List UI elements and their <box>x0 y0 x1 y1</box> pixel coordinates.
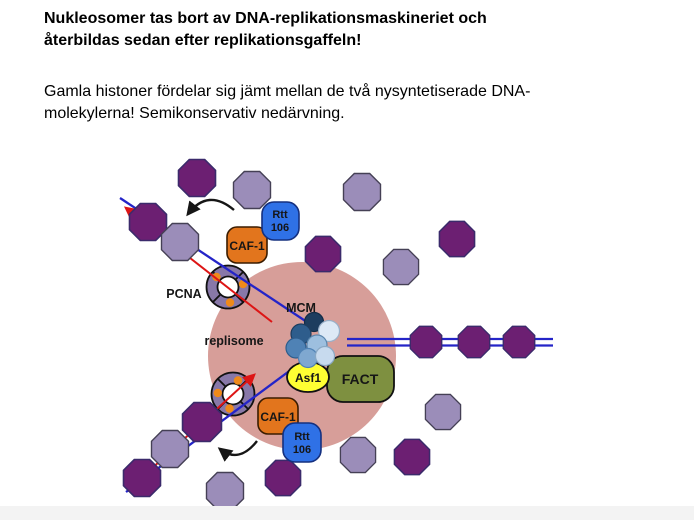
rtt106-label-bottom-line2: 106 <box>293 444 311 456</box>
nucleosome-dark <box>457 325 491 359</box>
nucleosome-light <box>205 471 245 511</box>
nucleosome-light <box>150 429 190 469</box>
rtt106-label-top-line1: Rtt <box>272 209 288 221</box>
mcm-label: MCM <box>286 301 316 315</box>
mcm-helicase <box>285 311 341 369</box>
fact-label: FACT <box>342 371 379 387</box>
slide-body-text: Gamla histoner fördelar sig jämt mellan … <box>44 81 674 125</box>
nucleosome-light <box>160 222 200 262</box>
caf1-label-bottom: CAF-1 <box>260 410 296 424</box>
nucleosome-dark <box>409 325 443 359</box>
histone-transfer-arrow-bottom <box>217 440 258 462</box>
caf1-label-top: CAF-1 <box>229 239 265 253</box>
caf1-box-top <box>226 226 268 264</box>
nucleosome-light <box>382 248 420 286</box>
nucleosome-dark <box>304 235 342 273</box>
pcna-subunit-dot <box>213 388 222 398</box>
histone-transfer-arrow-top <box>186 198 235 217</box>
slide-body-line-1: Gamla histoner fördelar sig jämt mellan … <box>44 83 531 100</box>
nucleosome-dark <box>393 438 431 476</box>
nucleosome-light <box>342 172 382 212</box>
nucleosome-dark <box>177 158 217 198</box>
nucleosome-dark <box>502 325 536 359</box>
rtt106-label-bottom-line1: Rtt <box>294 431 310 443</box>
nucleosome-dark <box>181 401 223 443</box>
nucleosome-light <box>424 393 462 431</box>
asf1-label: Asf1 <box>295 371 321 385</box>
slide-title-line-1: Nukleosomer tas bort av DNA-replikations… <box>44 10 487 27</box>
slide-body-line-2: molekylerna! Semikonservativ nedärvning. <box>44 105 345 122</box>
nucleosome-dark <box>122 458 162 498</box>
nucleosome-dark <box>264 459 302 497</box>
pcna-subunit-dot <box>225 404 234 413</box>
slide-title: Nukleosomer tas bort av DNA-replikations… <box>44 8 674 52</box>
replisome-label: replisome <box>204 334 263 348</box>
rtt106-box-top <box>261 201 300 241</box>
slide-title-line-2: återbildas sedan efter replikationsgaffe… <box>44 32 362 49</box>
nucleosome-light <box>232 170 272 210</box>
rtt106-label-top-line2: 106 <box>271 222 289 234</box>
nucleosome-light <box>339 436 377 474</box>
rtt106-box-bottom <box>282 422 322 463</box>
nucleosome-dark <box>438 220 476 258</box>
pcna-label: PCNA <box>166 287 201 301</box>
slide-bottom-edge <box>0 506 694 520</box>
pcna-subunit-dot <box>225 298 235 307</box>
pcna-subunit-dot <box>233 376 243 385</box>
